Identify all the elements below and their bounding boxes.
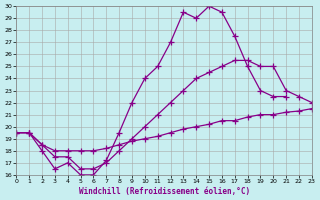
X-axis label: Windchill (Refroidissement éolien,°C): Windchill (Refroidissement éolien,°C) xyxy=(78,187,250,196)
